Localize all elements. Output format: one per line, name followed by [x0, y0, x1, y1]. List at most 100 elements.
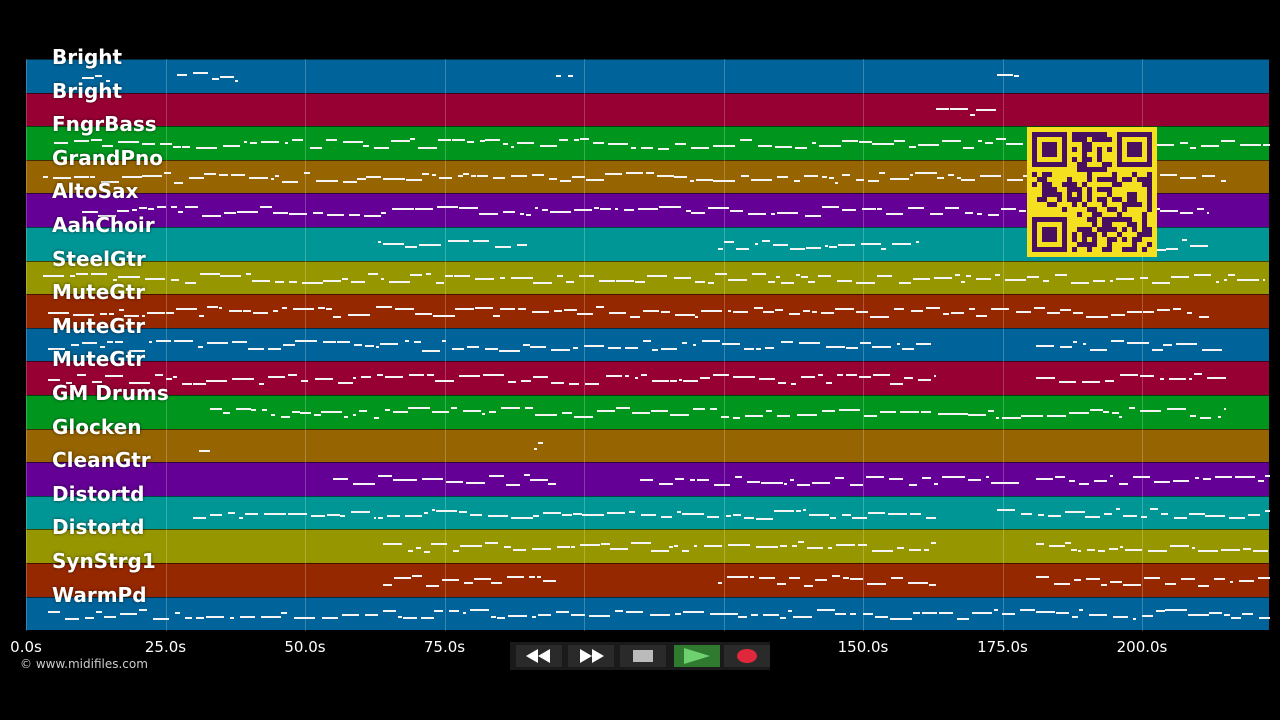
midi-note	[894, 307, 905, 310]
midi-note	[464, 582, 473, 585]
midi-note	[991, 308, 1010, 311]
midi-note	[755, 545, 778, 548]
midi-note	[1048, 544, 1065, 547]
midi-note	[897, 343, 901, 346]
midi-note	[725, 515, 732, 518]
midi-note	[229, 617, 234, 620]
midi-note	[70, 274, 75, 277]
midi-note	[579, 138, 589, 141]
time-tick-label: 200.0s	[1116, 638, 1168, 656]
midi-note	[295, 340, 318, 343]
midi-note	[489, 474, 505, 477]
midi-note	[918, 379, 931, 382]
rewind-button[interactable]	[516, 645, 562, 667]
track-lane[interactable]	[26, 260, 1269, 295]
midi-note	[880, 410, 897, 413]
midi-note	[482, 373, 504, 376]
midi-note	[1122, 584, 1142, 587]
track-lane[interactable]	[26, 327, 1269, 362]
midi-note	[1176, 342, 1198, 345]
midi-note	[377, 374, 384, 377]
midi-note	[728, 278, 748, 281]
midi-note	[1140, 277, 1148, 280]
midi-note	[48, 311, 70, 314]
midi-note	[524, 407, 534, 410]
grid-line	[1002, 59, 1004, 631]
midi-note	[796, 484, 810, 487]
track-lane[interactable]	[26, 428, 1269, 463]
midi-note	[828, 245, 837, 248]
midi-note	[776, 582, 787, 585]
midi-note	[818, 274, 831, 277]
midi-note	[875, 616, 889, 619]
midi-note	[1098, 550, 1105, 553]
track-label: MuteGtr	[52, 280, 146, 305]
midi-note	[789, 248, 805, 251]
midi-note	[975, 277, 992, 280]
track-lane[interactable]	[26, 563, 1269, 597]
fast-forward-button[interactable]	[568, 645, 614, 667]
midi-note	[384, 375, 403, 378]
midi-note	[574, 208, 592, 211]
midi-note	[1190, 415, 1197, 418]
midi-note	[807, 547, 823, 550]
midi-note	[717, 581, 722, 584]
midi-note	[89, 175, 96, 178]
midi-note	[219, 275, 242, 278]
midi-note	[1035, 575, 1050, 578]
midi-note	[722, 343, 740, 346]
midi-note	[661, 310, 667, 313]
midi-note	[341, 614, 359, 617]
midi-note	[755, 414, 763, 417]
track-lane[interactable]	[26, 59, 1269, 93]
track-lane[interactable]	[26, 596, 1269, 631]
midi-note	[219, 174, 228, 177]
midi-note	[1263, 279, 1265, 282]
midi-note	[814, 579, 827, 582]
midi-note	[649, 614, 671, 617]
midi-note	[382, 243, 405, 246]
midi-note	[1242, 547, 1251, 550]
midi-note	[466, 345, 480, 348]
midi-note	[666, 310, 670, 313]
midi-note	[801, 375, 816, 378]
midi-note	[48, 610, 61, 613]
midi-note	[701, 340, 720, 343]
stop-button[interactable]	[620, 645, 666, 667]
midi-note	[436, 282, 444, 284]
midi-note	[342, 278, 348, 281]
track-lane[interactable]	[26, 92, 1269, 127]
track-lane[interactable]	[26, 361, 1269, 395]
midi-note	[502, 142, 508, 145]
midi-note	[300, 412, 312, 415]
midi-note	[453, 550, 460, 553]
midi-note	[658, 483, 674, 486]
midi-note	[301, 379, 308, 382]
midi-note	[53, 177, 71, 180]
midi-note	[876, 274, 893, 277]
play-button[interactable]	[674, 645, 720, 667]
midi-note	[144, 277, 166, 280]
midi-note	[447, 240, 469, 243]
midi-note	[916, 241, 919, 244]
midi-note	[791, 383, 796, 386]
track-lane[interactable]	[26, 529, 1269, 563]
midi-note	[1160, 210, 1179, 213]
track-lane[interactable]	[26, 395, 1269, 429]
midi-note	[559, 180, 572, 183]
midi-note	[1038, 513, 1045, 516]
midi-note	[532, 375, 549, 378]
midi-note	[694, 280, 705, 283]
record-button[interactable]	[724, 645, 770, 667]
midi-note	[599, 279, 616, 282]
midi-note	[287, 512, 307, 515]
midi-note	[894, 140, 905, 143]
midi-note	[112, 279, 117, 282]
midi-note	[363, 145, 370, 148]
midi-note	[586, 178, 605, 181]
midi-note	[956, 617, 970, 620]
midi-note	[775, 308, 784, 311]
midi-note	[507, 380, 517, 383]
midi-note	[924, 548, 929, 551]
track-lane[interactable]	[26, 462, 1269, 496]
